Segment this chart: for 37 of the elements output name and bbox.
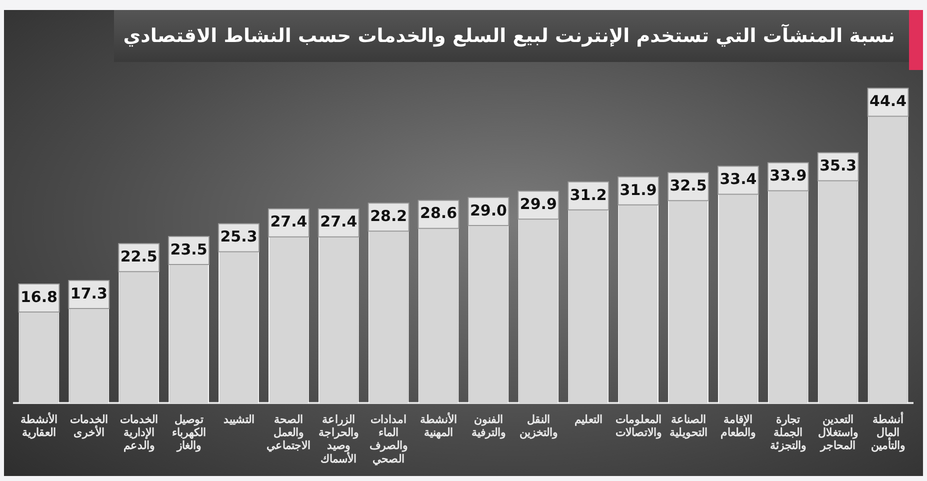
data-label: 44.4 (870, 92, 907, 110)
x-tick-label: التعدين واستغلال المحاجر (818, 414, 858, 452)
x-tick-label: توصيل الكهرباء والغاز (172, 414, 206, 452)
data-label: 23.5 (170, 240, 208, 258)
x-tick-label: التعليم (574, 414, 602, 426)
x-tick-label: المعلومات والاتصالات (615, 414, 662, 440)
data-label: 28.2 (370, 207, 408, 226)
data-label: 27.4 (320, 212, 358, 231)
x-tick-label: الخدمات الأخرى (70, 414, 108, 440)
x-tick-label: التشييد (223, 414, 254, 426)
data-label: 35.3 (820, 156, 857, 175)
x-tick-label: الزراعة والحراجة وصيد الأسماك (318, 414, 359, 466)
x-tick-label: الإقامة والطعام (720, 414, 756, 440)
data-label: 29.9 (520, 195, 557, 213)
data-label: 22.5 (120, 247, 158, 266)
chart-title: نسبة المنشآت التي تستخدم الإنترنت لبيع السلع والخدمات حسب النشاط الاقتصادي (114, 10, 909, 62)
x-tick-label: الفنون والترفية (471, 414, 506, 440)
data-label: 32.5 (670, 176, 707, 195)
x-tick-label: النقل والتخزين (519, 414, 558, 440)
data-label: 25.3 (220, 228, 258, 246)
x-tick-label: الصحة والعمل الاجتماعي (266, 414, 311, 454)
data-label: 33.4 (720, 170, 757, 188)
x-tick-label: الأنشطة المهنية (420, 412, 458, 440)
data-label: 33.9 (770, 166, 807, 185)
data-label: 28.6 (420, 204, 458, 222)
data-label: 31.9 (620, 180, 657, 199)
data-label: 16.8 (20, 288, 58, 306)
x-tick-label: تجارة الجملة والتجزئة (770, 414, 806, 452)
x-tick-label: الخدمات الإدارية والدعم (120, 414, 158, 452)
x-tick-label: الصناعة التحويلية (669, 414, 708, 440)
data-label: 17.3 (70, 284, 108, 302)
x-tick-label: الأنشطة العقارية (20, 412, 58, 440)
x-tick-label: امدادات الماء والصرف الصحي (370, 414, 408, 466)
data-label: 27.4 (270, 212, 308, 231)
data-label: 31.2 (570, 186, 607, 204)
data-label: 29.0 (470, 201, 507, 220)
x-tick-label: أنشطة المال والتأمين (871, 412, 906, 452)
